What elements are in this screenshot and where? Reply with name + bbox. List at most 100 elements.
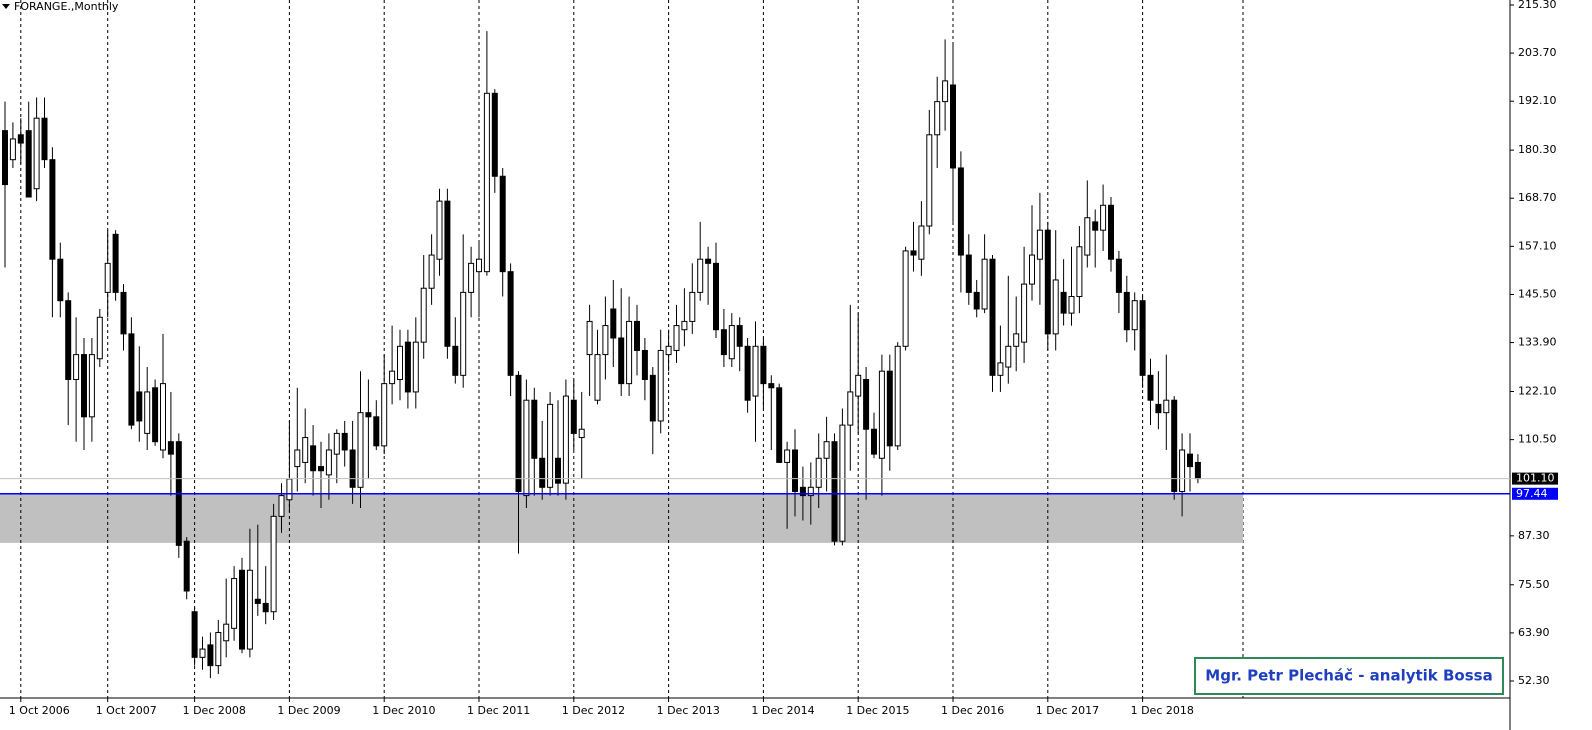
candle-body bbox=[823, 441, 830, 459]
candle-body bbox=[713, 262, 719, 331]
candle-body bbox=[1179, 449, 1186, 492]
candle-body bbox=[112, 233, 119, 293]
candle-body bbox=[294, 449, 301, 468]
x-tick-label: 1 Dec 2009 bbox=[277, 704, 340, 717]
y-tick-label: 110.50 bbox=[1518, 433, 1557, 446]
candle-body bbox=[325, 449, 332, 476]
candle-body bbox=[444, 200, 451, 347]
candle-body bbox=[1163, 399, 1170, 414]
candle-body bbox=[610, 308, 617, 339]
y-tick-label: 75.50 bbox=[1518, 578, 1550, 591]
candle-body bbox=[562, 395, 569, 484]
candle-body bbox=[1084, 217, 1091, 256]
candle-body bbox=[183, 540, 190, 592]
candle-body bbox=[531, 399, 538, 459]
candle-body bbox=[1147, 374, 1154, 401]
candle-body bbox=[1029, 254, 1035, 285]
candle-body bbox=[934, 101, 941, 136]
candle-body bbox=[673, 325, 680, 351]
candle-body bbox=[918, 225, 925, 260]
y-tick-label: 157.10 bbox=[1518, 239, 1557, 252]
candle-body bbox=[270, 515, 277, 613]
support-zone bbox=[0, 493, 1243, 543]
x-tick-label: 1 Dec 2017 bbox=[1036, 704, 1099, 717]
y-tick-label: 180.30 bbox=[1518, 143, 1557, 156]
candle-body bbox=[815, 457, 822, 488]
candle-body bbox=[784, 449, 791, 463]
candle-body bbox=[1092, 221, 1099, 231]
candle-body bbox=[49, 159, 56, 260]
candle-body bbox=[120, 291, 127, 335]
candle-body bbox=[246, 569, 253, 650]
candle-body bbox=[57, 258, 64, 302]
annotation-box: Mgr. Petr Plecháč - analytik Bossa bbox=[1194, 657, 1504, 695]
candle-body bbox=[136, 391, 143, 422]
candle-body bbox=[365, 412, 372, 418]
candle-body bbox=[1076, 246, 1083, 298]
support-line-box bbox=[1512, 487, 1558, 500]
candle-body bbox=[752, 345, 759, 397]
candle-body bbox=[160, 383, 166, 451]
candle-body bbox=[436, 200, 443, 260]
title-arrow bbox=[2, 4, 10, 9]
x-tick-label: 1 Oct 2006 bbox=[9, 704, 70, 717]
candle-body bbox=[807, 486, 814, 497]
candle-body bbox=[1115, 258, 1122, 293]
candle-body bbox=[634, 320, 640, 351]
candle-body bbox=[539, 457, 546, 488]
current-price-box bbox=[1512, 472, 1558, 485]
candle-body bbox=[641, 349, 648, 380]
candle-body bbox=[341, 432, 348, 451]
x-tick-label: 1 Dec 2016 bbox=[941, 704, 1004, 717]
candle-body bbox=[792, 449, 798, 492]
x-tick-label: 1 Dec 2014 bbox=[751, 704, 814, 717]
candle-body bbox=[17, 134, 24, 144]
candle-body bbox=[989, 258, 996, 376]
candle-body bbox=[65, 300, 72, 380]
candle-body bbox=[720, 329, 727, 356]
candle-body bbox=[1005, 345, 1012, 368]
candle-body bbox=[768, 383, 775, 389]
candle-body bbox=[88, 354, 95, 418]
candle-body bbox=[902, 250, 909, 347]
candle-body bbox=[697, 258, 704, 293]
candle-body bbox=[231, 578, 238, 629]
x-tick-label: 1 Dec 2010 bbox=[372, 704, 435, 717]
candle-body bbox=[1171, 399, 1178, 492]
candle-body bbox=[302, 437, 309, 463]
candle-body bbox=[1123, 291, 1130, 331]
candle-body bbox=[223, 623, 230, 642]
candle-body bbox=[152, 387, 159, 443]
candle-body bbox=[910, 250, 917, 256]
candle-body bbox=[310, 445, 317, 472]
candle-body bbox=[128, 333, 135, 426]
candle-body bbox=[1139, 300, 1146, 376]
candle-body bbox=[1052, 279, 1059, 335]
x-tick-label: 1 Dec 2011 bbox=[467, 704, 530, 717]
candle-body bbox=[705, 258, 712, 264]
candle-body bbox=[381, 383, 388, 447]
candle-body bbox=[618, 337, 625, 385]
candle-body bbox=[357, 412, 364, 488]
candle-body bbox=[373, 416, 380, 447]
y-tick-label: 122.10 bbox=[1518, 385, 1557, 398]
candle-body bbox=[262, 602, 269, 613]
candle-body bbox=[476, 258, 482, 273]
candle-body bbox=[594, 354, 601, 401]
candle-body bbox=[452, 345, 459, 376]
candle-body bbox=[33, 117, 40, 190]
y-tick-label: 52.30 bbox=[1518, 674, 1550, 687]
candle-body bbox=[96, 316, 103, 360]
candle-body bbox=[215, 631, 222, 667]
y-tick-label: 145.50 bbox=[1518, 287, 1557, 300]
y-tick-label: 215.30 bbox=[1518, 0, 1557, 11]
x-tick-label: 1 Dec 2015 bbox=[846, 704, 909, 717]
candle-body bbox=[681, 320, 688, 331]
candle-body bbox=[507, 271, 514, 376]
candle-body bbox=[586, 320, 593, 356]
candle-body bbox=[689, 291, 696, 322]
candle-body bbox=[665, 345, 672, 356]
candle-body bbox=[1100, 204, 1107, 231]
candle-body bbox=[1194, 461, 1201, 480]
candle-body bbox=[1021, 283, 1028, 343]
